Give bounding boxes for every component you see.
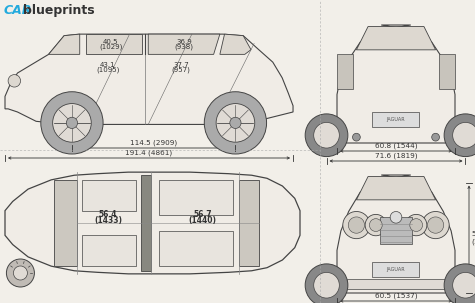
Text: 80.3 (2040): 80.3 (2040): [375, 302, 417, 303]
Circle shape: [444, 114, 475, 157]
Circle shape: [370, 219, 382, 231]
Text: 60.5 (1537): 60.5 (1537): [375, 292, 417, 299]
Circle shape: [314, 122, 339, 148]
Circle shape: [343, 211, 370, 239]
Circle shape: [410, 219, 423, 231]
Circle shape: [305, 114, 348, 157]
Circle shape: [348, 217, 364, 233]
Polygon shape: [141, 175, 152, 271]
Circle shape: [365, 215, 387, 236]
Bar: [372, 262, 418, 278]
Polygon shape: [356, 177, 436, 200]
Text: 71.6 (1819): 71.6 (1819): [375, 152, 417, 159]
Bar: [372, 112, 418, 128]
Polygon shape: [148, 34, 220, 54]
Text: 56.7: 56.7: [193, 210, 212, 219]
Polygon shape: [82, 180, 136, 211]
Polygon shape: [220, 34, 251, 54]
Text: 43.1: 43.1: [100, 62, 115, 68]
Text: CAR: CAR: [4, 4, 32, 17]
Polygon shape: [239, 180, 259, 266]
Text: 60.8 (1544): 60.8 (1544): [375, 142, 417, 149]
Text: JAGUAR: JAGUAR: [386, 117, 405, 122]
Circle shape: [41, 92, 103, 154]
Text: (1433): (1433): [94, 216, 122, 225]
Circle shape: [432, 133, 439, 141]
Polygon shape: [337, 175, 455, 293]
Polygon shape: [48, 34, 80, 54]
Circle shape: [204, 92, 266, 154]
Polygon shape: [5, 172, 300, 274]
Circle shape: [428, 217, 444, 233]
Polygon shape: [86, 34, 142, 54]
Polygon shape: [5, 34, 293, 125]
Circle shape: [66, 117, 77, 128]
Circle shape: [453, 272, 475, 298]
Circle shape: [13, 266, 28, 280]
Bar: [380, 217, 412, 245]
Polygon shape: [54, 180, 77, 266]
Text: 37.7: 37.7: [173, 62, 189, 68]
Polygon shape: [356, 27, 436, 50]
Circle shape: [390, 211, 402, 223]
Text: 191.4 (4861): 191.4 (4861): [125, 149, 172, 156]
Polygon shape: [159, 231, 233, 266]
Polygon shape: [337, 25, 455, 143]
Circle shape: [7, 259, 34, 287]
Text: (1440): (1440): [189, 216, 217, 225]
Text: (1029): (1029): [99, 43, 123, 50]
Text: (1095): (1095): [96, 66, 119, 73]
Text: blueprints: blueprints: [23, 4, 95, 17]
Circle shape: [406, 215, 427, 236]
Polygon shape: [159, 180, 233, 215]
Bar: [337, 54, 352, 89]
Bar: [347, 279, 445, 289]
Circle shape: [422, 211, 449, 239]
Circle shape: [314, 272, 339, 298]
Text: 56.4: 56.4: [99, 210, 117, 219]
Text: (1444): (1444): [471, 238, 475, 245]
Text: (938): (938): [174, 43, 193, 50]
Bar: [439, 54, 455, 89]
Circle shape: [216, 104, 255, 142]
Circle shape: [305, 264, 348, 303]
Text: 36.9: 36.9: [176, 38, 192, 45]
Text: (957): (957): [171, 66, 190, 73]
Text: 56.9: 56.9: [471, 231, 475, 237]
Circle shape: [230, 117, 241, 128]
Circle shape: [8, 75, 20, 87]
Text: JAGUAR: JAGUAR: [387, 267, 405, 272]
Circle shape: [453, 122, 475, 148]
Polygon shape: [82, 235, 136, 266]
Circle shape: [53, 104, 91, 142]
Circle shape: [352, 133, 361, 141]
Text: 40.5: 40.5: [103, 38, 119, 45]
Circle shape: [444, 264, 475, 303]
Text: 114.5 (2909): 114.5 (2909): [130, 139, 177, 146]
